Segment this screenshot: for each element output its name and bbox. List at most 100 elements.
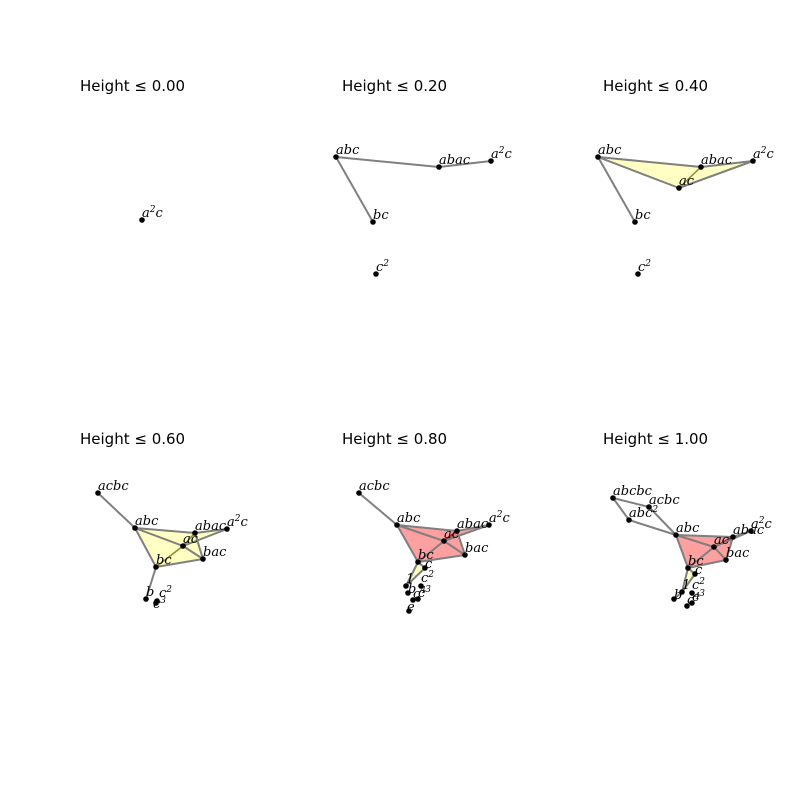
vertex-label-c: c bbox=[695, 563, 703, 578]
edge-acbc-abc bbox=[648, 506, 677, 536]
vertex-b bbox=[143, 596, 149, 602]
vertex-c bbox=[692, 571, 698, 577]
edge-abac-a2c bbox=[194, 528, 228, 534]
vertex-c2 bbox=[635, 271, 641, 277]
vertex-c3 bbox=[153, 600, 159, 606]
vertex-c bbox=[422, 565, 428, 571]
vertex-label-a2c: a2c bbox=[491, 146, 513, 162]
edge-1-c bbox=[681, 573, 696, 593]
vertex-label-a2c: a2c bbox=[753, 146, 775, 162]
vertex-abc bbox=[673, 532, 679, 538]
vertex-label-a2c: a2c bbox=[227, 514, 249, 530]
edge-abac-a2c bbox=[700, 160, 754, 168]
vertex-label-ac: ac bbox=[444, 527, 460, 542]
edge-bc-ac bbox=[687, 546, 715, 569]
vertex-label-abc: abc bbox=[397, 511, 421, 526]
vertex-label-a2c: a2c bbox=[489, 510, 511, 526]
vertex-bc bbox=[632, 219, 638, 225]
vertex-label-ac: ac bbox=[183, 532, 199, 547]
vertex-ac bbox=[676, 185, 682, 191]
vertex-label-bc: bc bbox=[373, 208, 389, 223]
vertex-label-abac: abac bbox=[439, 153, 471, 168]
vertex-abac bbox=[454, 528, 460, 534]
vertex-a2c bbox=[486, 522, 492, 528]
edge-ac-bac bbox=[713, 546, 727, 561]
vertex-label-c2: c2 bbox=[421, 570, 434, 586]
vertex-a2c bbox=[224, 526, 230, 532]
vertex-abc2 bbox=[626, 517, 632, 523]
vertex-ac bbox=[711, 544, 717, 550]
vertex-abc bbox=[394, 522, 400, 528]
vertex-label-c3: c3 bbox=[153, 596, 166, 612]
vertex-label-abac: abac bbox=[195, 519, 227, 534]
edge-abc-abac bbox=[134, 527, 196, 534]
panel-title-1: Height ≤ 0.00 bbox=[80, 77, 185, 95]
panel-title-2: Height ≤ 0.20 bbox=[342, 77, 447, 95]
edge-abc-abac bbox=[597, 156, 702, 168]
edge-abc-ac bbox=[134, 527, 184, 547]
edge-1-c bbox=[405, 567, 426, 587]
edge-abc-abac bbox=[675, 534, 734, 538]
panel-height-1-00: abcbcacbcabc2abcabaca2cacbacbcc1c2bc3c4 bbox=[610, 484, 773, 609]
vertex-label-b: b bbox=[408, 582, 416, 597]
edge-abc-ac bbox=[597, 156, 680, 189]
edge-bc-ac bbox=[417, 540, 445, 563]
vertex-abac bbox=[730, 534, 736, 540]
edge-abc-abac bbox=[396, 524, 458, 532]
vertex-label-c2: c2 bbox=[692, 577, 705, 593]
vertex-label-bc: bc bbox=[688, 554, 704, 569]
edge-abac-a2c bbox=[438, 160, 492, 168]
vertex-bac bbox=[723, 557, 729, 563]
vertex-acbc bbox=[646, 504, 652, 510]
vertex-b bbox=[405, 590, 411, 596]
vertex-label-bc: bc bbox=[418, 548, 434, 563]
vertex-label-abc: abc bbox=[676, 521, 700, 536]
edge-abc-ac bbox=[675, 534, 715, 548]
vertex-label-bac: bac bbox=[465, 541, 489, 556]
vertex-1 bbox=[403, 583, 409, 589]
vertex-label-c3: c3 bbox=[692, 589, 705, 605]
edge-abc-bc bbox=[335, 156, 374, 223]
vertex-label-c4: c4 bbox=[687, 592, 700, 608]
vertex-b bbox=[671, 596, 677, 602]
vertex-ac bbox=[180, 543, 186, 549]
edge-ac-a2c bbox=[678, 160, 754, 189]
edge-abc-bc bbox=[597, 156, 636, 223]
panel-height-0-20: abc abac a2c bc c2 bbox=[333, 143, 513, 277]
vertex-a2c bbox=[488, 158, 494, 164]
vertex-bc bbox=[415, 559, 421, 565]
vertex-label-bac: bac bbox=[726, 546, 750, 561]
vertex-label-ac: ac bbox=[679, 174, 695, 189]
edge-bc-bac bbox=[155, 558, 204, 568]
vertex-a2c bbox=[139, 217, 145, 223]
vertex-label-a2c: a2c bbox=[751, 516, 773, 532]
edge-ac-bac bbox=[182, 545, 204, 560]
vertex-bac bbox=[200, 556, 206, 562]
vertex-a2c bbox=[750, 158, 756, 164]
vertex-abc bbox=[595, 154, 601, 160]
edge-bc-bac bbox=[417, 554, 466, 563]
edge-abc-bc bbox=[675, 534, 689, 569]
edge-ac-a2c bbox=[182, 528, 228, 547]
vertex-label-acbc: acbc bbox=[98, 479, 129, 494]
vertex-e bbox=[406, 608, 412, 614]
vertex-a2c bbox=[748, 528, 754, 534]
edge-abc-abac bbox=[335, 156, 440, 168]
vertex-label-b: b bbox=[674, 588, 682, 603]
edge-acbc-abc bbox=[358, 492, 398, 526]
vertex-abac bbox=[192, 530, 198, 536]
edge-bc-1 bbox=[681, 567, 689, 593]
edge-bac-abac bbox=[725, 536, 734, 561]
vertex-label-c4: c4 bbox=[413, 586, 426, 602]
edge-ac-a2c bbox=[443, 524, 490, 542]
vertex-label-abcbc: abcbc bbox=[613, 484, 653, 499]
vertex-label-c2: c2 bbox=[638, 259, 651, 275]
vertex-label-abac: abac bbox=[701, 153, 733, 168]
panel-title-4: Height ≤ 0.60 bbox=[80, 430, 185, 448]
vertex-1 bbox=[679, 589, 685, 595]
panel-height-0-40: abc abac a2c ac bc c2 bbox=[595, 143, 775, 277]
panel-title-6: Height ≤ 1.00 bbox=[603, 430, 708, 448]
